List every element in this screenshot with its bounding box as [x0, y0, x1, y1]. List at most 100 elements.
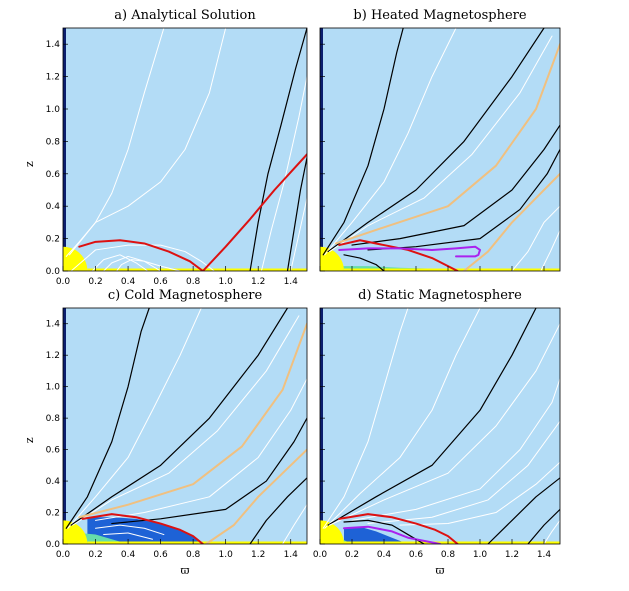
- plot-background: [320, 308, 560, 544]
- star: [320, 520, 344, 544]
- field-line-7: [399, 461, 560, 526]
- x-tick-label: 1.4: [284, 277, 299, 287]
- x-tick-label: 0.2: [88, 550, 102, 560]
- field-line-10: [543, 519, 560, 544]
- plot-area: [320, 308, 560, 544]
- field-line-2: [67, 308, 202, 529]
- y-tick-label: 0.4: [46, 202, 61, 212]
- field-line-12: [103, 532, 153, 540]
- x-tick-label: 0.2: [88, 277, 102, 287]
- x-tick-label: 1.2: [505, 550, 519, 560]
- plot-area: [320, 28, 560, 271]
- x-tick-label: 0.8: [186, 550, 201, 560]
- x-tick-label: 0.0: [56, 277, 71, 287]
- field-line-3: [327, 28, 545, 253]
- x-tick-label: 1.0: [219, 550, 234, 560]
- field-line-13: [81, 513, 204, 544]
- field-line-10: [290, 197, 307, 271]
- region-fill-1: [344, 526, 408, 544]
- y-tick-label: 0.6: [46, 170, 61, 180]
- y-tick-label: 0.8: [46, 414, 61, 424]
- y-tick-label: 0.0: [46, 540, 61, 550]
- plot-frame: [319, 307, 561, 545]
- field-line-1: [65, 308, 150, 529]
- field-line-6: [95, 378, 307, 521]
- x-tick-label: 0.4: [377, 550, 392, 560]
- x-tick-label: 0.0: [313, 550, 328, 560]
- field-line-6: [351, 124, 560, 246]
- field-line-11: [78, 239, 204, 271]
- field-line-3: [91, 254, 149, 271]
- field-line-7: [111, 417, 307, 525]
- panel-title: a) Analytical Solution: [114, 8, 256, 23]
- x-tick-label: 0.8: [441, 550, 456, 560]
- field-line-4: [72, 315, 300, 526]
- field-line-5: [65, 28, 165, 257]
- field-line-6: [367, 420, 560, 525]
- field-line-3: [327, 308, 537, 526]
- y-tick-label: 1.2: [46, 351, 60, 361]
- field-line-2: [103, 255, 162, 271]
- x-tick-label: 0.4: [121, 550, 136, 560]
- field-line-2: [324, 28, 457, 256]
- field-line-5: [78, 322, 307, 519]
- field-line-1: [322, 308, 409, 529]
- plot-area: [63, 28, 307, 271]
- field-line-4: [329, 35, 553, 253]
- field-line-9: [511, 205, 560, 271]
- y-tick-label: 0.6: [46, 446, 61, 456]
- field-line-5: [351, 378, 560, 521]
- y-tick-label: 1.4: [46, 320, 61, 330]
- field-line-8: [487, 477, 560, 544]
- y-tick-label: 1.0: [46, 383, 61, 393]
- x-tick-label: 0.6: [153, 277, 168, 287]
- field-line-11: [343, 254, 385, 271]
- field-line-8: [463, 172, 560, 271]
- field-line-11: [343, 519, 425, 544]
- x-tick-label: 0.0: [56, 550, 71, 560]
- field-line-4: [329, 323, 560, 526]
- axis-band: [320, 308, 323, 544]
- field-line-1: [322, 28, 404, 256]
- x-tick-label: 0.4: [121, 277, 136, 287]
- panel-4: d) Static Magnetosphere 0.0 0.2 0.4 0.6 0.8 1.…: [313, 288, 561, 577]
- y-tick-label: 0.4: [46, 477, 61, 487]
- panel-1: a) Analytical Solution 0.0 0.2 0.4 0.6 0.8 1.0…: [23, 8, 308, 287]
- y-tick-label: 0.0: [46, 267, 61, 277]
- field-line-13: [338, 245, 481, 258]
- plot-frame: [319, 27, 561, 272]
- x-tick-label: 1.4: [284, 550, 299, 560]
- field-line-11: [95, 524, 165, 536]
- y-tick-label: 1.0: [46, 105, 61, 115]
- panel-title: b) Heated Magnetosphere: [353, 8, 526, 23]
- y-tick-label: 0.8: [46, 137, 61, 147]
- field-line-12: [343, 525, 441, 544]
- x-tick-label: 1.0: [219, 277, 234, 287]
- axis-band: [63, 308, 66, 544]
- field-line-12: [201, 153, 307, 271]
- x-tick-label: 1.2: [251, 550, 265, 560]
- plot-background: [320, 28, 560, 271]
- x-tick-label: 1.0: [473, 550, 488, 560]
- axis-band: [320, 28, 323, 271]
- field-line-9: [249, 477, 307, 544]
- x-tick-label: 1.2: [251, 277, 265, 287]
- field-line-7: [367, 148, 560, 251]
- field-line-13: [338, 513, 459, 544]
- field-line-10: [282, 504, 307, 544]
- x-axis-label: ϖ: [181, 564, 190, 577]
- x-tick-label: 0.8: [186, 277, 201, 287]
- panel-title: c) Cold Magnetosphere: [108, 288, 263, 303]
- field-line-6: [69, 28, 227, 256]
- field-line-1: [116, 259, 181, 271]
- y-tick-label: 0.2: [46, 235, 60, 245]
- axis-band: [63, 28, 66, 271]
- field-line-9: [260, 76, 307, 271]
- plot-frame: [62, 27, 308, 272]
- field-line-2: [324, 308, 481, 529]
- y-tick-label: 1.4: [46, 40, 61, 50]
- x-tick-label: 0.2: [345, 550, 359, 560]
- y-tick-label: 1.2: [46, 73, 60, 83]
- y-axis-label: z: [23, 437, 36, 443]
- y-tick-label: 0.2: [46, 509, 60, 519]
